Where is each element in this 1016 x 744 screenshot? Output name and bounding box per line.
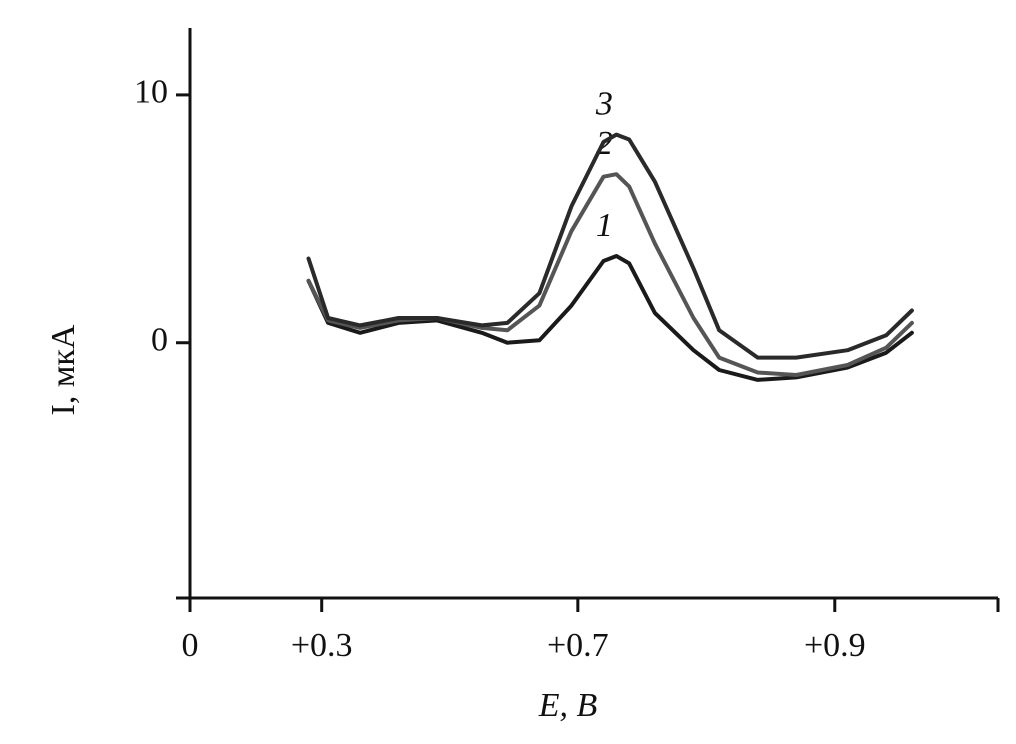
curve <box>306 132 914 360</box>
x-axis-label: E, В <box>538 687 598 724</box>
curve <box>306 254 914 382</box>
y-tick-label: 0 <box>151 322 168 359</box>
y-tick-label: 10 <box>134 74 168 111</box>
x-tick-label: 0 <box>182 627 199 664</box>
y-axis-label: I, мкА <box>45 324 82 415</box>
curve-label: 1 <box>596 207 613 244</box>
curve-label: 3 <box>595 85 613 122</box>
x-tick-label: +0.7 <box>547 627 609 664</box>
curve <box>306 172 914 377</box>
x-tick-label: +0.9 <box>804 627 866 664</box>
x-tick-label: +0.3 <box>291 627 353 664</box>
